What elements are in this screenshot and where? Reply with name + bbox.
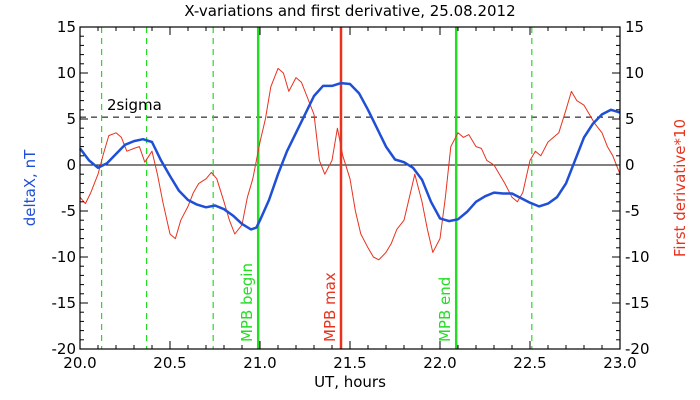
x-tick-label: 20.0 — [63, 354, 96, 372]
x-tick-label: 23.0 — [603, 354, 636, 372]
deltax-line — [79, 81, 621, 231]
marker-label: MPB begin — [238, 263, 256, 342]
x-tick-label: 21.0 — [243, 354, 276, 372]
marker-label: MPB end — [436, 277, 454, 342]
y-axis-label-right: First derivative*10 — [671, 119, 689, 257]
plot-area: 2sigma MPB begin MPB max MPB end — [79, 27, 621, 349]
x-tick-label: 22.0 — [423, 354, 456, 372]
y-tick-label-right: 10 — [625, 64, 644, 82]
y-axis-label-left: deltaX, nT — [21, 149, 39, 226]
derivative-line — [79, 67, 621, 261]
y-tick-label-left: 5 — [66, 110, 76, 128]
y-tick-label-right: -20 — [625, 340, 650, 358]
y-tick-label-right: 0 — [625, 156, 635, 174]
y-tick-label-right: 5 — [625, 110, 635, 128]
x-tick-label: 21.5 — [333, 354, 366, 372]
y-tick-label-left: -10 — [52, 248, 77, 266]
y-tick-label-left: -20 — [52, 340, 77, 358]
x-tick-label: 22.5 — [513, 354, 546, 372]
y-tick-label-left: -15 — [52, 294, 77, 312]
axis-ticks: 20.0 20.5 21.0 21.5 22.0 22.5 23.0-20-15-10-50… — [52, 18, 650, 372]
y-tick-label-left: 0 — [66, 156, 76, 174]
y-tick-label-left: 10 — [57, 64, 76, 82]
x-tick-label: 20.5 — [153, 354, 186, 372]
threshold-label: 2sigma — [107, 96, 162, 114]
chart-title: X-variations and first derivative, 25.08… — [184, 2, 515, 20]
y-tick-label-right: 15 — [625, 18, 644, 36]
y-tick-label-right: -5 — [625, 202, 640, 220]
marker-label: MPB max — [321, 272, 339, 342]
x-axis-label: UT, hours — [314, 373, 386, 391]
y-tick-label-left: -5 — [61, 202, 76, 220]
y-tick-label-right: -15 — [625, 294, 650, 312]
y-tick-label-left: 15 — [57, 18, 76, 36]
y-tick-label-right: -10 — [625, 248, 650, 266]
